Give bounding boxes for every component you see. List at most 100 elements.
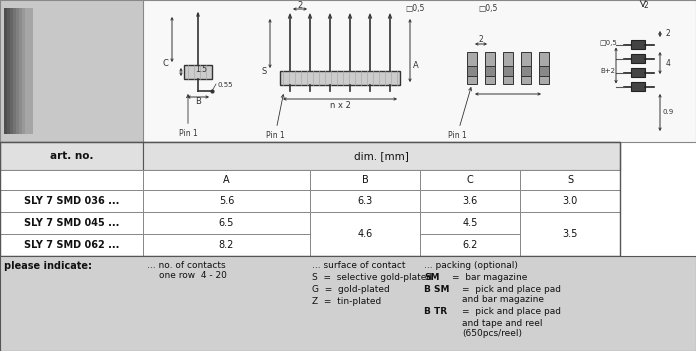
Bar: [0, 234, 143, 256]
Bar: [4, 8, 12, 134]
Text: S: S: [262, 66, 267, 75]
Text: Pin 1: Pin 1: [179, 95, 198, 138]
Bar: [420, 190, 520, 212]
Bar: [143, 234, 310, 256]
Text: (650pcs/reel): (650pcs/reel): [462, 330, 522, 338]
Bar: [420, 212, 520, 234]
Bar: [310, 170, 420, 190]
Text: C: C: [162, 59, 168, 67]
Text: 1.5: 1.5: [195, 66, 207, 74]
Bar: [485, 76, 495, 84]
Text: 2: 2: [644, 1, 649, 11]
Text: please indicate:: please indicate:: [4, 261, 92, 271]
Text: B TR: B TR: [424, 307, 447, 317]
Text: one row  4 - 20: one row 4 - 20: [159, 272, 227, 280]
Bar: [25, 8, 33, 134]
Bar: [631, 68, 645, 77]
Text: □0,5: □0,5: [599, 40, 617, 46]
Text: Pin 1: Pin 1: [448, 87, 472, 140]
Bar: [539, 76, 549, 84]
Bar: [0, 170, 143, 190]
Text: Pin 1: Pin 1: [266, 95, 285, 140]
Text: A: A: [413, 61, 419, 71]
Bar: [310, 190, 420, 212]
Bar: [143, 190, 310, 212]
Bar: [539, 66, 549, 76]
Bar: [521, 76, 531, 84]
Bar: [467, 76, 477, 84]
Text: □0,5: □0,5: [478, 4, 498, 13]
Text: 6.2: 6.2: [462, 240, 477, 250]
Bar: [420, 234, 520, 256]
Text: 4: 4: [665, 59, 670, 67]
Bar: [10, 8, 18, 134]
Text: G  =  gold-plated: G = gold-plated: [312, 285, 390, 293]
Bar: [503, 66, 513, 76]
Bar: [13, 8, 21, 134]
Bar: [631, 54, 645, 63]
Text: =  pick and place pad: = pick and place pad: [462, 285, 561, 293]
Text: B+2: B+2: [601, 68, 615, 74]
Bar: [143, 170, 310, 190]
Text: 4.5: 4.5: [462, 218, 477, 228]
Bar: [0, 256, 696, 351]
Text: 3.6: 3.6: [462, 196, 477, 206]
Bar: [280, 71, 400, 85]
Text: =  pick and place pad: = pick and place pad: [462, 307, 561, 317]
Bar: [539, 52, 549, 66]
Text: □0,5: □0,5: [405, 4, 425, 13]
Text: C: C: [466, 175, 473, 185]
Text: art. no.: art. no.: [49, 151, 93, 161]
Text: 3.5: 3.5: [562, 229, 578, 239]
Text: B: B: [362, 175, 368, 185]
Text: 2: 2: [479, 35, 484, 45]
Text: and bar magazine: and bar magazine: [462, 296, 544, 305]
Bar: [184, 65, 212, 79]
Text: S: S: [567, 175, 573, 185]
Bar: [503, 52, 513, 66]
Bar: [520, 170, 620, 190]
Text: 8.2: 8.2: [219, 240, 234, 250]
Bar: [0, 190, 143, 212]
Bar: [143, 142, 620, 170]
Bar: [520, 212, 620, 256]
Text: 3.0: 3.0: [562, 196, 578, 206]
Bar: [0, 212, 143, 234]
Text: ... no. of contacts: ... no. of contacts: [147, 260, 226, 270]
Bar: [503, 76, 513, 84]
Text: and tape and reel: and tape and reel: [462, 318, 542, 327]
Bar: [520, 190, 620, 212]
Bar: [485, 52, 495, 66]
Bar: [16, 8, 24, 134]
Text: Z  =  tin-plated: Z = tin-plated: [312, 297, 381, 305]
Bar: [0, 142, 620, 256]
Bar: [0, 0, 696, 142]
Text: 4.6: 4.6: [357, 229, 372, 239]
Text: SLY 7 SMD 062 ...: SLY 7 SMD 062 ...: [24, 240, 119, 250]
Bar: [0, 0, 143, 142]
Text: B: B: [195, 98, 201, 106]
Bar: [310, 212, 420, 256]
Bar: [420, 170, 520, 190]
Bar: [485, 66, 495, 76]
Bar: [631, 82, 645, 91]
Text: 6.3: 6.3: [357, 196, 372, 206]
Text: A: A: [223, 175, 230, 185]
Text: =  bar magazine: = bar magazine: [452, 272, 528, 282]
Bar: [143, 212, 310, 234]
Bar: [0, 142, 143, 170]
Bar: [631, 40, 645, 49]
Text: 2: 2: [297, 1, 303, 11]
Text: ... packing (optional): ... packing (optional): [424, 260, 518, 270]
Bar: [521, 52, 531, 66]
Bar: [0, 142, 620, 170]
Text: 0.9: 0.9: [663, 110, 674, 115]
Text: SLY 7 SMD 045 ...: SLY 7 SMD 045 ...: [24, 218, 119, 228]
Text: ... surface of contact: ... surface of contact: [312, 260, 406, 270]
Text: 5.6: 5.6: [219, 196, 234, 206]
Text: 0.55: 0.55: [218, 82, 233, 88]
Bar: [467, 52, 477, 66]
Text: SM: SM: [424, 272, 439, 282]
Bar: [521, 66, 531, 76]
Text: 6.5: 6.5: [219, 218, 234, 228]
